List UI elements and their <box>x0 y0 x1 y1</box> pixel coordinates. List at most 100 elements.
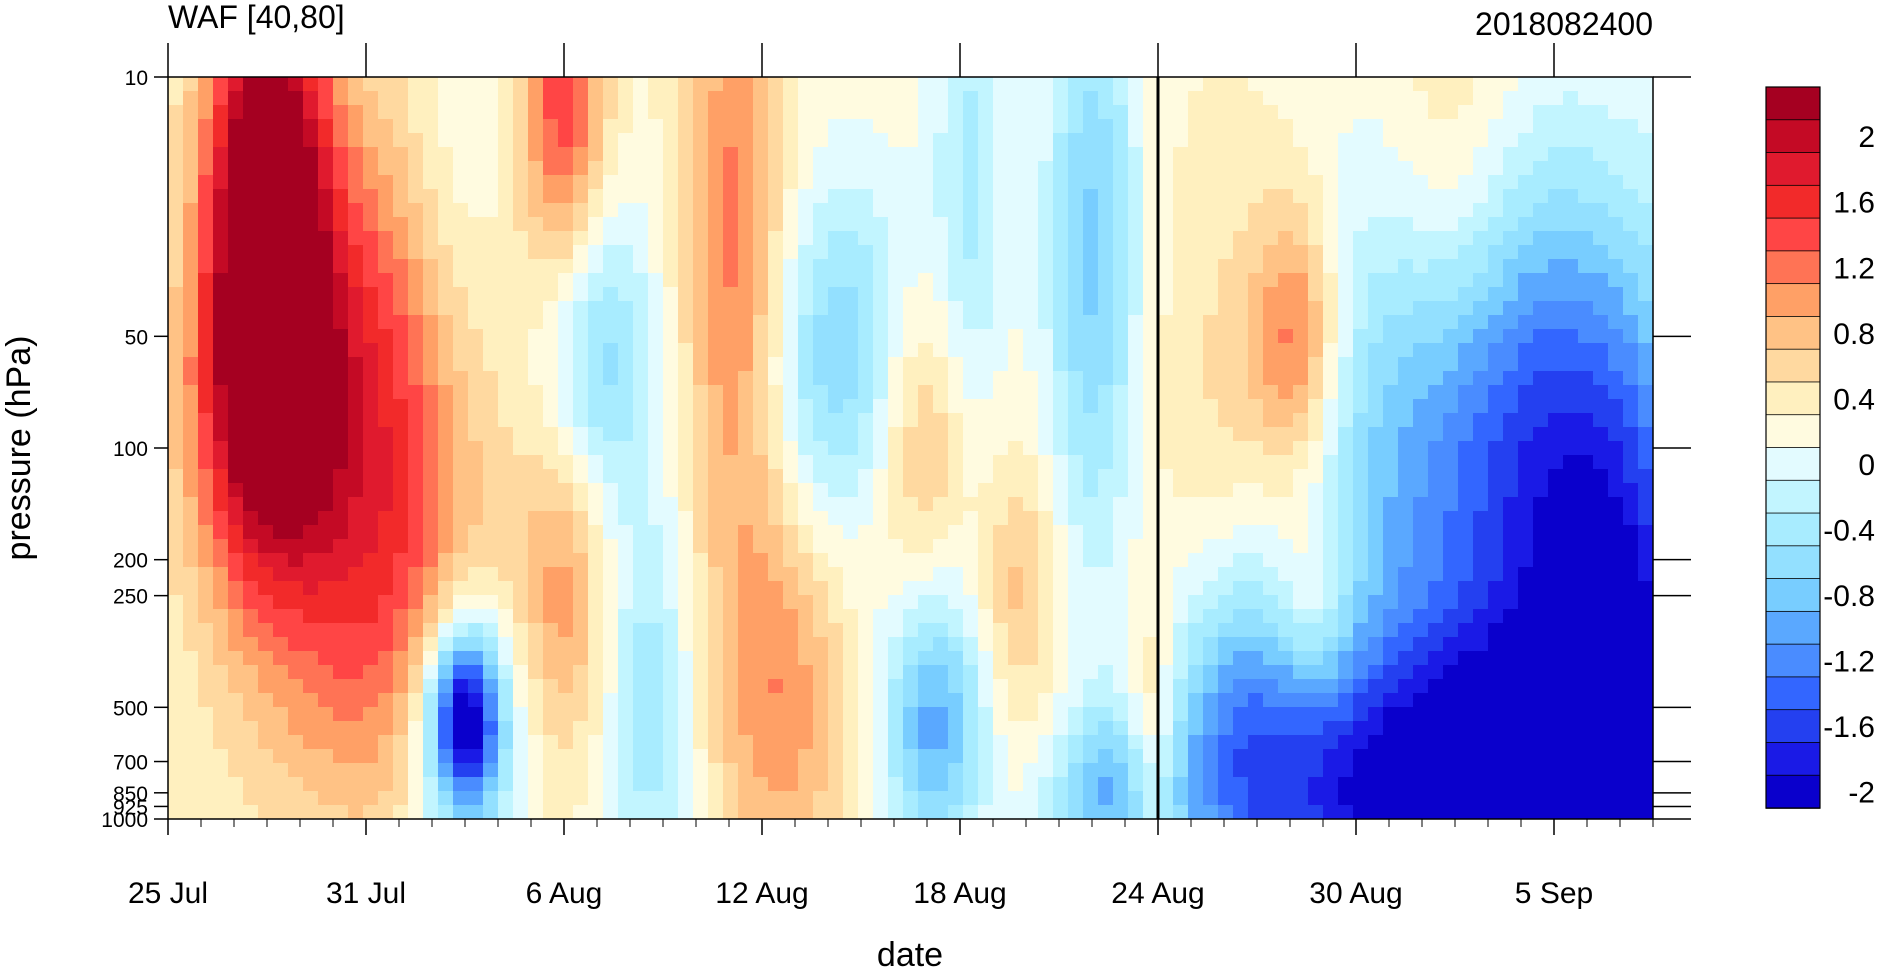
heatmap-cell <box>1323 497 1339 512</box>
heatmap-cell <box>783 77 799 92</box>
heatmap-cell <box>438 413 454 428</box>
heatmap-cell <box>378 623 394 638</box>
heatmap-cell <box>693 581 709 596</box>
heatmap-cell <box>288 469 304 484</box>
heatmap-cell <box>1233 357 1249 372</box>
heatmap-cell <box>288 525 304 540</box>
heatmap-cell <box>1128 441 1144 456</box>
heatmap-cell <box>1548 707 1564 722</box>
heatmap-cell <box>513 609 529 624</box>
heatmap-cell <box>873 791 889 806</box>
heatmap-cell <box>1458 763 1474 778</box>
heatmap-cell <box>168 301 184 316</box>
heatmap-cell <box>1458 791 1474 806</box>
heatmap-cell <box>753 371 769 386</box>
heatmap-cell <box>888 525 904 540</box>
heatmap-cell <box>543 245 559 260</box>
heatmap-cell <box>993 427 1009 442</box>
heatmap-cell <box>723 175 739 190</box>
heatmap-cell <box>1188 623 1204 638</box>
heatmap-cell <box>723 133 739 148</box>
heatmap-cell <box>378 147 394 162</box>
heatmap-cell <box>1548 357 1564 372</box>
heatmap-cell <box>1248 707 1264 722</box>
heatmap-cell <box>393 259 409 274</box>
heatmap-cell <box>858 245 874 260</box>
heatmap-cell <box>498 511 514 526</box>
heatmap-cell <box>1068 511 1084 526</box>
heatmap-cell <box>1548 343 1564 358</box>
heatmap-cell <box>183 399 199 414</box>
heatmap-cell <box>843 77 859 92</box>
heatmap-cell <box>483 651 499 666</box>
heatmap-cell <box>1173 427 1189 442</box>
heatmap-cell <box>738 273 754 288</box>
heatmap-cell <box>678 315 694 330</box>
heatmap-cell <box>1338 273 1354 288</box>
heatmap-cell <box>1263 105 1279 120</box>
heatmap-cell <box>1323 259 1339 274</box>
heatmap-cell <box>903 147 919 162</box>
heatmap-cell <box>708 413 724 428</box>
heatmap-cell <box>1143 259 1159 274</box>
heatmap-cell <box>378 259 394 274</box>
heatmap-cell <box>183 147 199 162</box>
heatmap-cell <box>723 455 739 470</box>
heatmap-cell <box>1173 441 1189 456</box>
heatmap-cell <box>693 609 709 624</box>
heatmap-cell <box>1293 553 1309 568</box>
heatmap-cell <box>1413 707 1429 722</box>
heatmap-cell <box>1008 707 1024 722</box>
heatmap-cell <box>1188 483 1204 498</box>
heatmap-cell <box>1038 217 1054 232</box>
heatmap-cell <box>1068 525 1084 540</box>
heatmap-cell <box>618 735 634 750</box>
heatmap-cell <box>753 133 769 148</box>
heatmap-cell <box>1323 231 1339 246</box>
heatmap-cell <box>1458 483 1474 498</box>
heatmap-cell <box>423 119 439 134</box>
heatmap-cell <box>168 707 184 722</box>
heatmap-cell <box>918 427 934 442</box>
heatmap-cell <box>768 609 784 624</box>
heatmap-cell <box>348 553 364 568</box>
heatmap-cell <box>1293 637 1309 652</box>
heatmap-cell <box>1323 721 1339 736</box>
heatmap-cell <box>1053 147 1069 162</box>
heatmap-cell <box>333 777 349 792</box>
heatmap-cell <box>1143 441 1159 456</box>
heatmap-cell <box>1473 133 1489 148</box>
heatmap-cell <box>1263 777 1279 792</box>
heatmap-cell <box>183 315 199 330</box>
heatmap-cell <box>1203 525 1219 540</box>
heatmap-cell <box>468 749 484 764</box>
heatmap-cell <box>618 483 634 498</box>
heatmap-cell <box>1008 721 1024 736</box>
heatmap-cell <box>408 203 424 218</box>
heatmap-cell <box>1353 441 1369 456</box>
heatmap-cell <box>228 567 244 582</box>
heatmap-cell <box>453 469 469 484</box>
heatmap-cell <box>318 567 334 582</box>
heatmap-cell <box>753 119 769 134</box>
heatmap-cell <box>978 483 994 498</box>
heatmap-cell <box>978 679 994 694</box>
heatmap-cell <box>513 721 529 736</box>
heatmap-cell <box>1293 651 1309 666</box>
heatmap-cell <box>723 301 739 316</box>
heatmap-cell <box>198 147 214 162</box>
heatmap-cell <box>678 161 694 176</box>
heatmap-cell <box>1053 357 1069 372</box>
heatmap-cell <box>1188 651 1204 666</box>
heatmap-cell <box>438 791 454 806</box>
heatmap-cell <box>828 231 844 246</box>
heatmap-cell <box>1488 777 1504 792</box>
heatmap-cell <box>378 637 394 652</box>
heatmap-cell <box>1113 441 1129 456</box>
heatmap-cell <box>273 231 289 246</box>
heatmap-cell <box>528 679 544 694</box>
heatmap-cell <box>1518 665 1534 680</box>
heatmap-cell <box>258 749 274 764</box>
heatmap-cell <box>183 427 199 442</box>
heatmap-cell <box>948 203 964 218</box>
